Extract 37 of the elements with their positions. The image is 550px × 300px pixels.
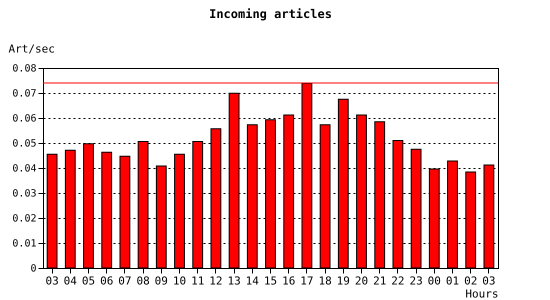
- x-tick-label: 23: [409, 274, 423, 288]
- y-tick-label: 0.08: [12, 64, 36, 74]
- x-tick-label: 18: [318, 274, 332, 288]
- x-tick-label: 04: [64, 274, 78, 288]
- x-tick-label: 08: [136, 274, 150, 288]
- x-tick-label: 13: [227, 274, 241, 288]
- y-tick-label: 0.04: [12, 164, 36, 174]
- x-tick-label: 15: [264, 274, 278, 288]
- x-tick-label: 07: [118, 274, 132, 288]
- x-axis-title: Hours: [465, 288, 498, 300]
- x-tick-label: 22: [391, 274, 405, 288]
- x-tick-label: 12: [209, 274, 223, 288]
- y-tick-label: 0: [30, 264, 36, 274]
- chart-title: Incoming articles: [209, 7, 332, 21]
- y-tick-label: 0.05: [12, 138, 36, 150]
- x-tick-label: 11: [191, 274, 204, 288]
- x-tick-label: 09: [154, 274, 168, 288]
- x-tick-label: 19: [336, 274, 350, 288]
- y-tick-label: 0.02: [12, 214, 36, 224]
- x-tick-label: 20: [354, 274, 368, 288]
- y-tick-label: 0.01: [12, 238, 36, 250]
- x-tick-label: 06: [100, 274, 114, 288]
- x-tick-label: 02: [464, 274, 478, 288]
- x-tick-label: 21: [373, 274, 386, 288]
- y-axis-title: Art/sec: [8, 42, 55, 56]
- x-tick-label: 01: [446, 274, 460, 288]
- y-tick-label: 0.06: [12, 114, 36, 124]
- x-tick-label: 16: [282, 274, 296, 288]
- x-tick-label: 03: [482, 274, 496, 288]
- x-tick-label: 14: [246, 274, 260, 288]
- x-tick-label: 17: [300, 274, 314, 288]
- x-tick-label: 00: [428, 274, 441, 288]
- x-tick-label: 05: [82, 274, 96, 288]
- x-tick-label: 03: [45, 274, 59, 288]
- x-tick-label: 10: [172, 274, 186, 288]
- y-tick-label: 0.07: [12, 88, 36, 100]
- y-tick-label: 0.03: [12, 188, 36, 200]
